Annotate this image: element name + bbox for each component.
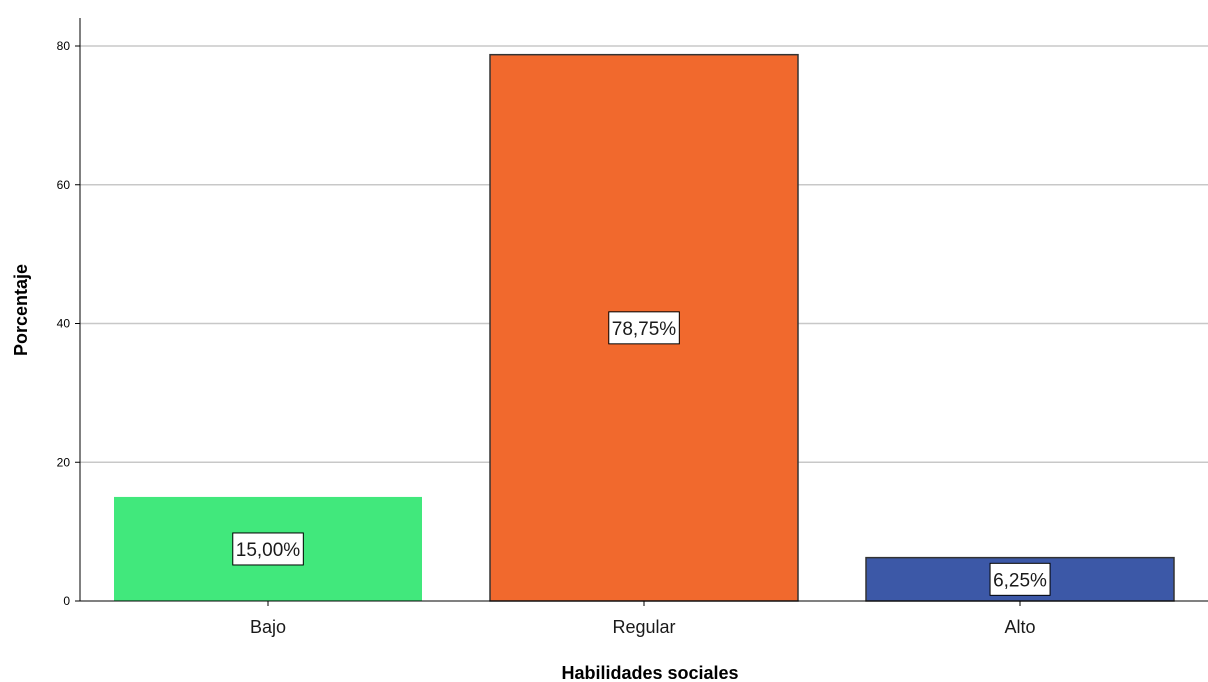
- x-ticks: Bajo Regular Alto: [250, 601, 1036, 637]
- x-tick-label: Alto: [1004, 617, 1035, 637]
- data-label-box: [232, 532, 304, 566]
- x-tick-label: Regular: [612, 617, 675, 637]
- y-axis-title: Porcentaje: [11, 264, 31, 356]
- data-label-box: [989, 562, 1051, 596]
- y-tick-label: 40: [57, 317, 71, 331]
- y-tick-label: 80: [57, 39, 71, 53]
- y-tick-label: 20: [57, 455, 71, 469]
- y-tick-label: 0: [63, 594, 70, 608]
- y-tick-label: 60: [57, 178, 71, 192]
- y-ticks: 0 20 40 60 80: [57, 39, 80, 608]
- data-labels: 15,00% 78,75% 6,25%: [232, 311, 1051, 596]
- x-axis-title: Habilidades sociales: [561, 663, 738, 682]
- data-label: 78,75%: [612, 319, 677, 340]
- x-tick-label: Bajo: [250, 617, 286, 637]
- data-label: 15,00%: [236, 540, 301, 561]
- data-label-box: [608, 311, 680, 345]
- data-label: 6,25%: [993, 570, 1047, 591]
